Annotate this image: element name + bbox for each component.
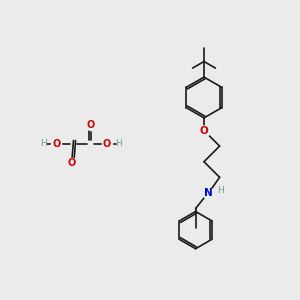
Text: O: O <box>52 139 61 149</box>
Text: H: H <box>40 140 47 148</box>
Text: H: H <box>115 140 122 148</box>
Text: O: O <box>68 158 76 168</box>
Text: H: H <box>218 186 224 195</box>
Text: O: O <box>86 120 95 130</box>
Text: O: O <box>200 125 208 136</box>
Text: O: O <box>102 139 111 149</box>
Text: N: N <box>204 188 213 198</box>
